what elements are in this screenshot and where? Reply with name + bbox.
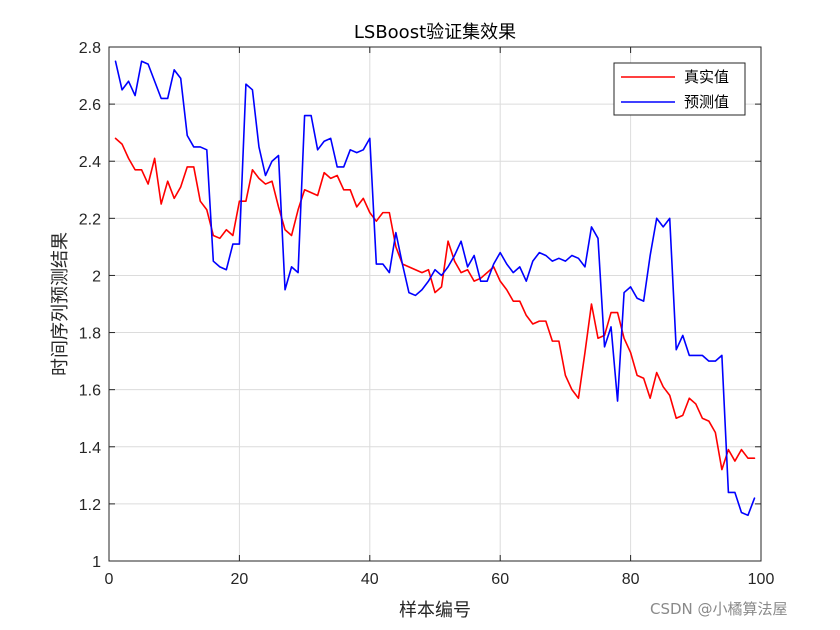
- y-tick-label: 2.2: [79, 211, 101, 228]
- y-axis-ticks: 1 1.2 1.4 1.6 1.8 2 2.2 2.4 2.6 2.8: [79, 40, 761, 571]
- legend-box: [613, 62, 746, 116]
- grid-x: [238, 47, 632, 561]
- x-tick-label: 0: [105, 571, 114, 588]
- watermark-text: CSDN @小橘算法屋: [650, 600, 788, 618]
- x-tick-label: 80: [622, 571, 640, 588]
- x-axis-label: 样本编号: [399, 600, 471, 621]
- y-tick-label: 2.6: [79, 97, 101, 114]
- y-tick-label: 2.4: [79, 154, 101, 171]
- y-tick-label: 1.2: [79, 497, 101, 514]
- x-tick-label: 60: [491, 571, 509, 588]
- series-layer: [114, 60, 756, 517]
- series-line-actual: [114, 137, 756, 471]
- legend: 真实值 预测值: [613, 62, 746, 116]
- x-tick-label: 100: [748, 571, 775, 588]
- legend-label-predicted: 预测值: [684, 93, 729, 111]
- plot-frame: [108, 46, 762, 562]
- y-tick-label: 1.4: [79, 440, 101, 457]
- series-line-predicted: [114, 60, 756, 517]
- y-tick-label: 1.6: [79, 383, 101, 400]
- y-tick-label: 2: [92, 268, 101, 285]
- y-tick-label: 2.8: [79, 40, 101, 57]
- plot-area: [109, 47, 761, 561]
- x-axis-ticks: 0 20 40 60 80 100: [105, 47, 775, 588]
- x-tick-label: 40: [361, 571, 379, 588]
- y-tick-label: 1: [92, 554, 101, 571]
- chart-title: LSBoost验证集效果: [354, 22, 516, 43]
- y-axis-label: 时间序列预测结果: [50, 232, 71, 376]
- x-tick-label: 20: [231, 571, 249, 588]
- y-tick-label: 1.8: [79, 326, 101, 343]
- legend-label-actual: 真实值: [684, 68, 729, 86]
